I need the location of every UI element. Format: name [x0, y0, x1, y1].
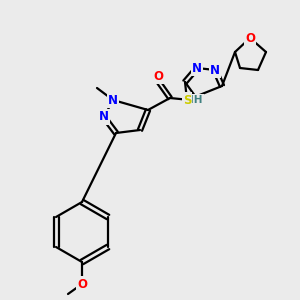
- Text: O: O: [245, 32, 255, 44]
- Text: O: O: [153, 70, 163, 83]
- Text: N: N: [108, 94, 118, 106]
- Text: N: N: [192, 61, 202, 74]
- Text: N: N: [99, 110, 109, 124]
- Text: O: O: [77, 278, 87, 290]
- Text: S: S: [183, 94, 191, 106]
- Text: NH: NH: [185, 95, 203, 105]
- Text: N: N: [210, 64, 220, 76]
